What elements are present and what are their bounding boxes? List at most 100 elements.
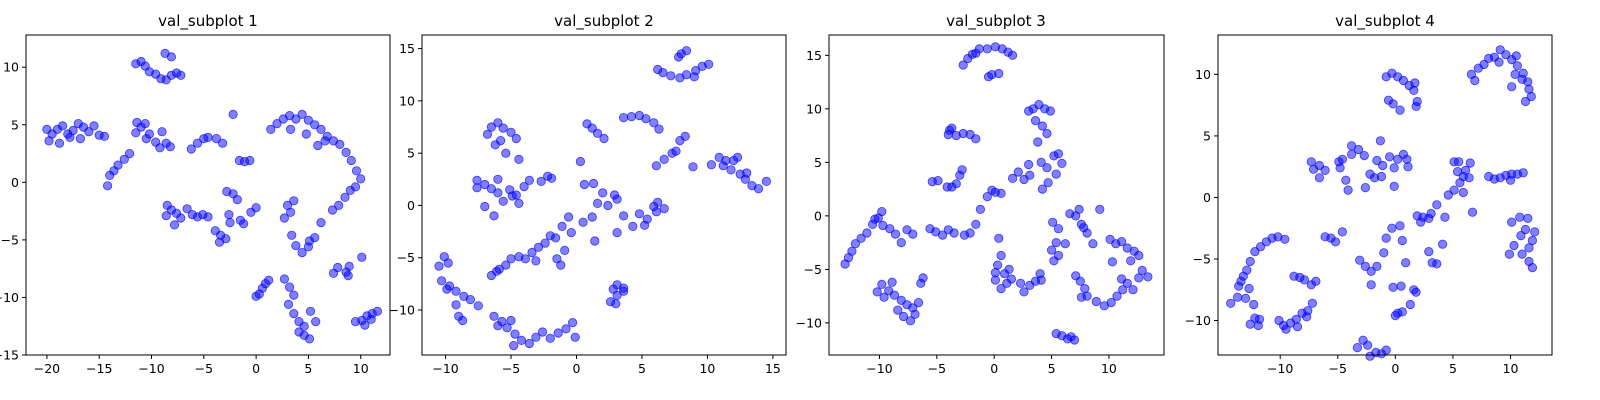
subplot-3-point-125 xyxy=(1079,223,1089,233)
subplot-2-point-63 xyxy=(553,328,563,338)
subplot-4-point-44 xyxy=(1337,227,1348,237)
subplot-1-point-111 xyxy=(327,205,338,215)
subplot-1-point-99 xyxy=(313,140,323,151)
subplot-2-point-133 xyxy=(688,162,698,172)
subplot-1-point-112 xyxy=(334,200,344,210)
subplot-1-point-49 xyxy=(203,132,213,142)
subplot-4-xtick-label-2: −5 xyxy=(1329,361,1347,376)
subplot-2-point-45 xyxy=(506,254,516,264)
subplot-1-point-126 xyxy=(289,308,299,319)
subplot-4-point-116 xyxy=(1416,217,1426,227)
subplot-2-point-3 xyxy=(443,258,453,268)
subplot-1-point-96 xyxy=(285,124,296,134)
subplot-4-point-70 xyxy=(1381,345,1391,355)
subplot-2-point-134 xyxy=(706,160,717,170)
subplot-2-point-17 xyxy=(493,188,503,198)
subplot-3-point-48 xyxy=(957,165,967,175)
subplot-2-point-145 xyxy=(718,161,728,171)
subplot-4-ytick-label-3: 0 xyxy=(1203,190,1211,205)
subplot-4-point-112 xyxy=(1432,259,1442,269)
subplot-4-point-109 xyxy=(1426,208,1436,219)
subplot-4-point-125 xyxy=(1453,167,1463,177)
subplot-2-axes xyxy=(421,34,787,356)
subplot-2-point-13 xyxy=(442,284,452,294)
subplot-4-point-60 xyxy=(1381,233,1391,243)
subplot-1-point-95 xyxy=(356,174,366,184)
subplot-1-point-138 xyxy=(251,291,261,301)
subplot-2-point-146 xyxy=(732,152,743,162)
subplot-3-point-13 xyxy=(890,229,901,239)
subplot-4-point-110 xyxy=(1424,247,1434,257)
subplot-1: val_subplot 1 −20 −15 −10 −5 0 5 10 −15 −10 −5 0 5 1… xyxy=(0,12,391,376)
subplot-4-point-168 xyxy=(1507,217,1517,227)
subplot-2-point-67 xyxy=(509,340,519,351)
subplot-3-point-29 xyxy=(898,311,909,322)
subplot-1-point-44 xyxy=(166,52,176,62)
subplot-4-point-35 xyxy=(1292,322,1303,332)
subplot-1-point-16 xyxy=(99,131,110,141)
subplot-4-point-65 xyxy=(1352,342,1363,353)
subplot-4-point-155 xyxy=(1518,168,1528,178)
subplot-4-point-105 xyxy=(1390,310,1401,321)
subplot-2-point-44 xyxy=(501,260,511,270)
subplot-2-ytick-label-4: 5 xyxy=(407,146,415,161)
subplot-2-point-95 xyxy=(641,114,651,124)
subplot-4-point-55 xyxy=(1360,261,1371,271)
subplot-2-point-132 xyxy=(689,72,699,82)
subplot-1-point-113 xyxy=(340,192,350,202)
subplot-2-ytick-label-6: 15 xyxy=(399,41,415,56)
subplot-4-point-75 xyxy=(1376,171,1387,182)
subplot-3-points xyxy=(840,42,1153,345)
subplot-4-point-159 xyxy=(1516,231,1526,241)
subplot-2-point-53 xyxy=(491,266,502,276)
subplot-2-xtick-label-2: −5 xyxy=(502,361,520,376)
subplot-2-point-74 xyxy=(560,245,570,255)
subplot-2-point-79 xyxy=(590,236,600,246)
subplot-2-point-20 xyxy=(489,211,499,221)
subplot-4-point-93 xyxy=(1411,101,1421,112)
subplot-4-point-126 xyxy=(1449,157,1459,167)
subplot-2-point-142 xyxy=(761,176,772,186)
subplot-2-point-71 xyxy=(563,212,574,222)
subplot-2-point-31 xyxy=(498,196,508,206)
subplot-3-point-92 xyxy=(1024,159,1034,170)
subplot-2-point-113 xyxy=(639,220,650,230)
subplot-1-point-81 xyxy=(272,119,282,129)
subplot-3-point-138 xyxy=(1134,273,1144,283)
subplot-1-point-106 xyxy=(297,248,307,258)
subplot-1-title: val_subplot 1 xyxy=(158,12,258,31)
subplot-2-point-65 xyxy=(567,317,578,328)
subplot-3-point-60 xyxy=(982,44,992,54)
subplot-1-xtick-label-2: −15 xyxy=(86,361,112,376)
subplot-2-point-119 xyxy=(618,283,629,293)
subplot-4-point-104 xyxy=(1411,287,1421,297)
subplot-1-point-102 xyxy=(279,213,289,223)
subplot-2-point-9 xyxy=(473,301,483,311)
subplot-4-point-160 xyxy=(1517,249,1527,259)
subplot-4-point-135 xyxy=(1501,50,1511,60)
subplot-3-xtick-label-2: −5 xyxy=(928,361,946,376)
subplot-3-xtick-label-4: 5 xyxy=(1048,361,1056,376)
subplot-3-point-140 xyxy=(1143,272,1153,282)
subplot-4-point-67 xyxy=(1363,340,1373,350)
subplot-3-ytick-label-6: 15 xyxy=(806,48,822,63)
subplot-3-point-86 xyxy=(1043,178,1053,188)
subplot-2-point-28 xyxy=(536,176,546,186)
subplot-1-point-62 xyxy=(182,204,192,214)
subplot-4-point-158 xyxy=(1509,240,1519,251)
subplot-3-point-128 xyxy=(1080,283,1090,294)
subplot-3-point-14 xyxy=(896,238,906,248)
subplot-2-point-69 xyxy=(493,321,503,331)
subplot-3-point-94 xyxy=(1051,169,1061,179)
subplot-2-point-84 xyxy=(592,128,603,138)
subplot-1-point-15 xyxy=(75,134,86,144)
subplot-2-title: val_subplot 2 xyxy=(554,12,654,31)
subplot-2-point-18 xyxy=(472,183,482,193)
subplot-4-point-128 xyxy=(1465,158,1475,168)
subplot-4-point-30 xyxy=(1299,275,1310,285)
subplot-4-point-85 xyxy=(1389,181,1399,191)
subplot-3-point-147 xyxy=(1134,250,1144,261)
subplot-1-point-12 xyxy=(44,136,54,146)
subplot-2-point-35 xyxy=(498,123,508,133)
subplot-2-ticks: −10 −5 0 5 10 15 −10 −5 0 5 10 15 xyxy=(389,41,781,376)
